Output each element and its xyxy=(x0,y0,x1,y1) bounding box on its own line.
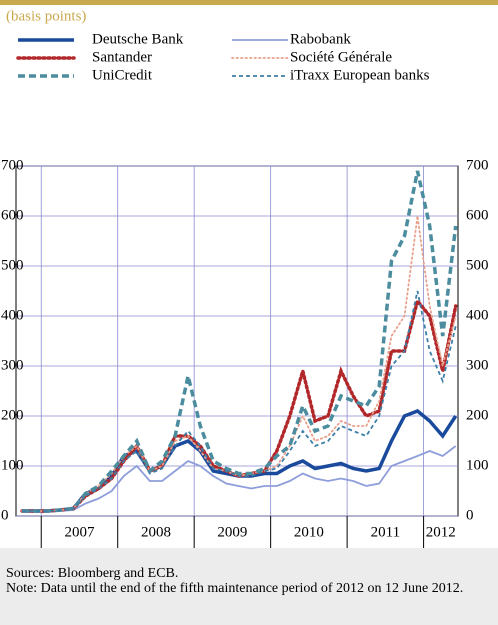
series-line xyxy=(22,290,457,512)
note: Note: Data until the end of the fifth ma… xyxy=(6,581,464,596)
y2-tick-label: 600 xyxy=(466,207,489,223)
x-tick-label: 2009 xyxy=(217,524,247,540)
legend-label: UniCredit xyxy=(92,67,153,83)
y2-tick-label: 200 xyxy=(466,407,489,423)
x-tick-label: 2007 xyxy=(64,524,95,540)
x-tick-label: 2011 xyxy=(371,524,400,540)
chart-title: (basis points) xyxy=(6,8,86,24)
sources: Sources: Bloomberg and ECB. xyxy=(6,566,179,581)
y-tick-label: 0 xyxy=(1,507,9,523)
top-band xyxy=(0,0,498,5)
chart: (basis points) 0 100 200 300 400 500 600 700 0 10… xyxy=(0,0,498,548)
y2-tick-label: 700 xyxy=(466,157,489,173)
legend-label: Santander xyxy=(92,49,152,65)
y-tick-label: 700 xyxy=(1,157,24,173)
y-tick-label: 500 xyxy=(1,257,24,273)
x-tick-label: 2010 xyxy=(294,524,324,540)
x-tick-label: 2008 xyxy=(141,524,171,540)
y-tick-label: 200 xyxy=(1,407,24,423)
legend-label: Rabobank xyxy=(290,31,351,47)
y-tick-label: 400 xyxy=(1,307,24,323)
y2-tick-label: 500 xyxy=(466,257,489,273)
legend-label: Société Générale xyxy=(290,49,392,65)
plot-area xyxy=(15,165,459,517)
y-tick-label: 300 xyxy=(1,357,24,373)
x-tick-label: 2012 xyxy=(426,524,456,540)
y2-tick-label: 300 xyxy=(466,357,489,373)
series-line xyxy=(22,445,457,513)
series-line xyxy=(22,170,458,513)
legend-label: iTraxx European banks xyxy=(290,67,430,83)
y-tick-label: 600 xyxy=(1,207,24,223)
legend-label: Deutsche Bank xyxy=(92,31,184,47)
y2-tick-label: 0 xyxy=(466,507,474,523)
y-tick-label: 100 xyxy=(1,457,24,473)
notes: Sources: Bloomberg and ECB. Note: Data u… xyxy=(0,548,498,625)
y2-tick-label: 100 xyxy=(466,457,489,473)
y2-tick-label: 400 xyxy=(466,307,489,323)
